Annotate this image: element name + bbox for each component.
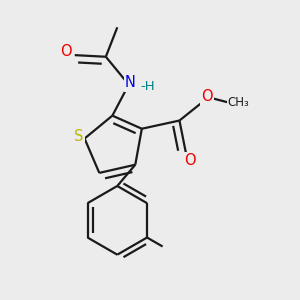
- Text: O: O: [201, 89, 212, 104]
- Text: CH₃: CH₃: [227, 96, 249, 109]
- Text: O: O: [184, 153, 196, 168]
- Text: -H: -H: [140, 80, 155, 93]
- Text: S: S: [74, 129, 83, 144]
- Text: N: N: [125, 75, 136, 90]
- Text: O: O: [60, 44, 71, 59]
